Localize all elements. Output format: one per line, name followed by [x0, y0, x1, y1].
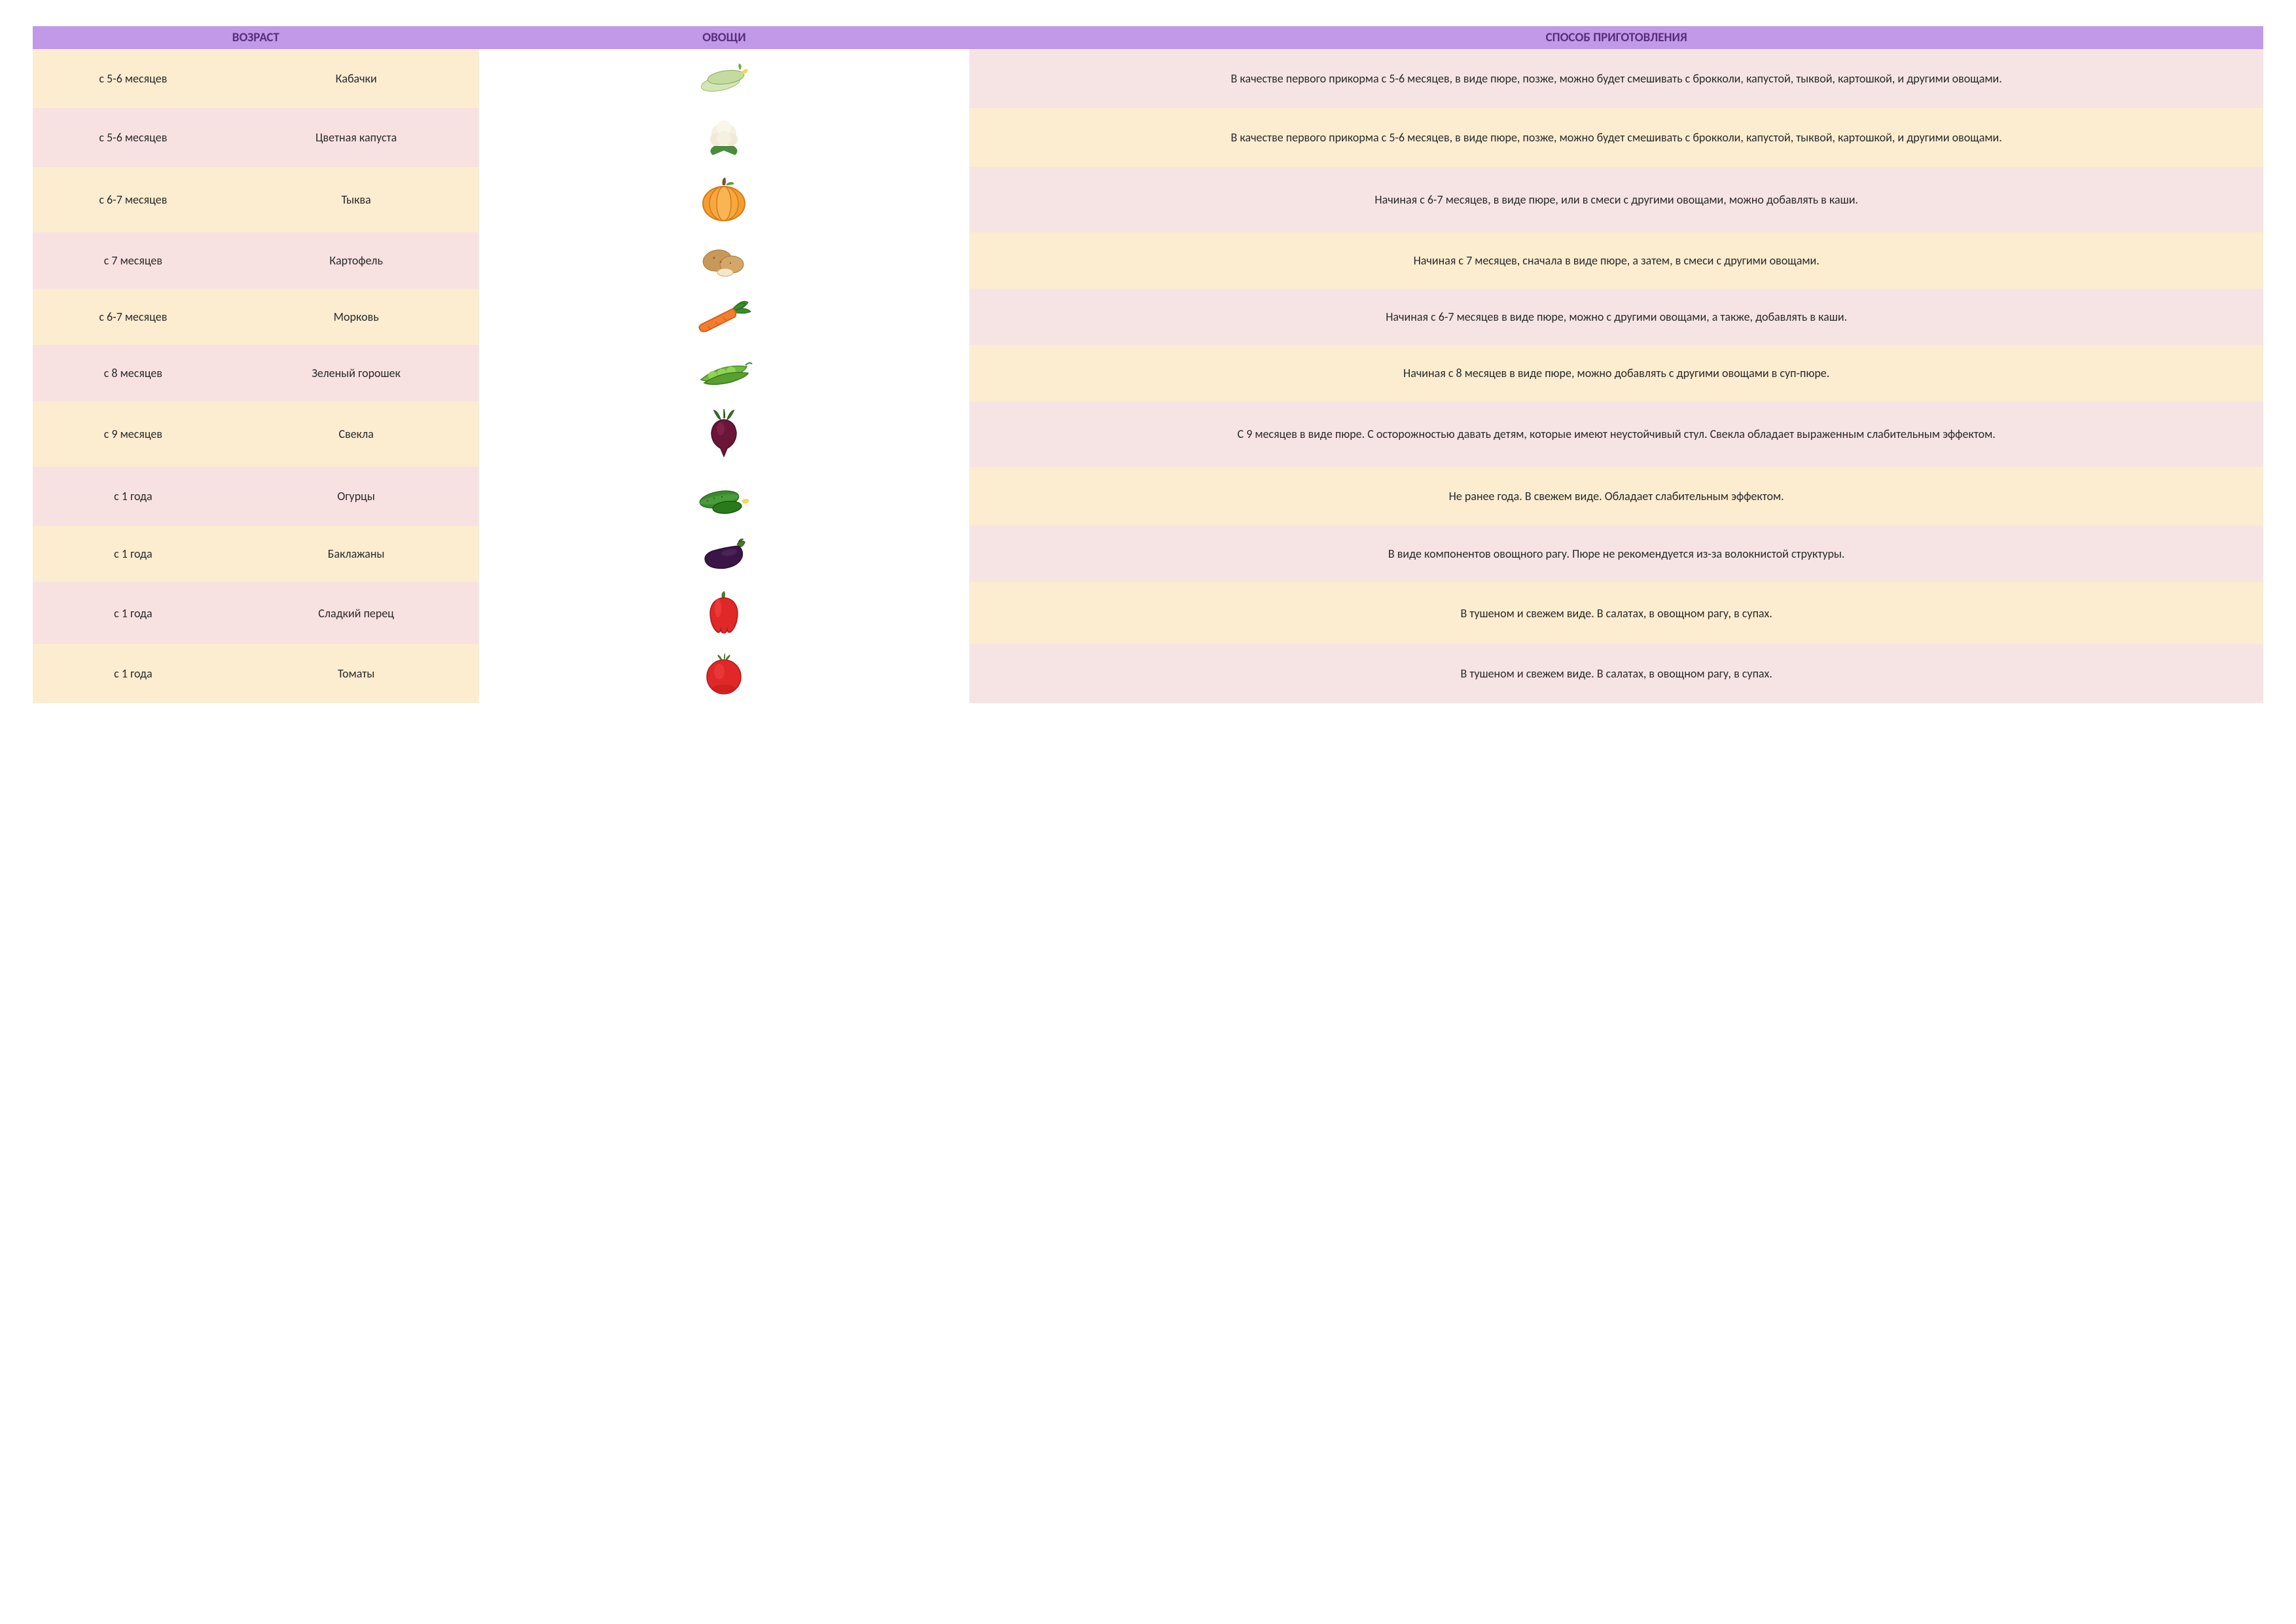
age-cell: с 1 года: [33, 467, 234, 526]
table-row: с 1 годаТоматы В тушеном и свежем виде. В…: [33, 644, 2263, 703]
age-cell: с 6-7 месяцев: [33, 167, 234, 232]
age-cell: с 1 года: [33, 526, 234, 582]
table-row: с 8 месяцевЗеленый горошек Начиная с 8 ме…: [33, 345, 2263, 401]
age-cell: с 9 месяцев: [33, 401, 234, 467]
eggplant-icon: [479, 526, 970, 582]
header-veg: ОВОЩИ: [479, 26, 970, 49]
zucchini-icon: [479, 49, 970, 108]
cucumber-icon: [479, 467, 970, 526]
pepper-icon: [479, 582, 970, 644]
vegetable-table: ВОЗРАСТ ОВОЩИ СПОСОБ ПРИГОТОВЛЕНИЯ с 5-6…: [33, 26, 2263, 703]
prep-cell: Начиная с 8 месяцев в виде пюре, можно д…: [969, 345, 2263, 401]
beet-icon: [479, 401, 970, 467]
prep-cell: В качестве первого прикорма с 5-6 месяце…: [969, 108, 2263, 167]
name-cell: Баклажаны: [234, 526, 479, 582]
age-cell: с 5-6 месяцев: [33, 108, 234, 167]
name-cell: Цветная капуста: [234, 108, 479, 167]
name-cell: Кабачки: [234, 49, 479, 108]
table-row: с 5-6 месяцевКабачки В качестве первого п…: [33, 49, 2263, 108]
prep-cell: Не ранее года. В свежем виде. Обладает с…: [969, 467, 2263, 526]
name-cell: Картофель: [234, 232, 479, 289]
header-age: ВОЗРАСТ: [33, 26, 479, 49]
table-row: с 1 годаОгурцы Не ранее года. В свежем ви…: [33, 467, 2263, 526]
name-cell: Сладкий перец: [234, 582, 479, 644]
age-cell: с 7 месяцев: [33, 232, 234, 289]
table-row: с 5-6 месяцевЦветная капуста В качестве п…: [33, 108, 2263, 167]
name-cell: Морковь: [234, 289, 479, 345]
prep-cell: Начиная с 6-7 месяцев в виде пюре, можно…: [969, 289, 2263, 345]
prep-cell: С 9 месяцев в виде пюре. С осторожностью…: [969, 401, 2263, 467]
name-cell: Тыква: [234, 167, 479, 232]
pumpkin-icon: [479, 167, 970, 232]
age-cell: с 1 года: [33, 582, 234, 644]
header-row: ВОЗРАСТ ОВОЩИ СПОСОБ ПРИГОТОВЛЕНИЯ: [33, 26, 2263, 49]
potato-icon: [479, 232, 970, 289]
name-cell: Томаты: [234, 644, 479, 703]
age-cell: с 5-6 месяцев: [33, 49, 234, 108]
tomato-icon: [479, 644, 970, 703]
age-cell: с 8 месяцев: [33, 345, 234, 401]
table-row: с 7 месяцевКартофель Начиная с 7 месяцев,…: [33, 232, 2263, 289]
age-cell: с 6-7 месяцев: [33, 289, 234, 345]
prep-cell: В виде компонентов овощного рагу. Пюре н…: [969, 526, 2263, 582]
name-cell: Свекла: [234, 401, 479, 467]
table-row: с 6-7 месяцевМорковь Начиная с 6-7 месяце…: [33, 289, 2263, 345]
header-prep: СПОСОБ ПРИГОТОВЛЕНИЯ: [969, 26, 2263, 49]
prep-cell: В тушеном и свежем виде. В салатах, в ов…: [969, 582, 2263, 644]
prep-cell: В качестве первого прикорма с 5-6 месяце…: [969, 49, 2263, 108]
prep-cell: Начиная с 7 месяцев, сначала в виде пюре…: [969, 232, 2263, 289]
table-row: с 6-7 месяцевТыква Начиная с 6-7 месяцев,…: [33, 167, 2263, 232]
carrot-icon: [479, 289, 970, 345]
peas-icon: [479, 345, 970, 401]
age-cell: с 1 года: [33, 644, 234, 703]
table-row: с 1 годаБаклажаны В виде компонентов овощ…: [33, 526, 2263, 582]
prep-cell: В тушеном и свежем виде. В салатах, в ов…: [969, 644, 2263, 703]
table-row: с 9 месяцевСвекла С 9 месяцев в виде пюре…: [33, 401, 2263, 467]
name-cell: Зеленый горошек: [234, 345, 479, 401]
cauliflower-icon: [479, 108, 970, 167]
prep-cell: Начиная с 6-7 месяцев, в виде пюре, или …: [969, 167, 2263, 232]
table-row: с 1 годаСладкий перец В тушеном и свежем …: [33, 582, 2263, 644]
name-cell: Огурцы: [234, 467, 479, 526]
